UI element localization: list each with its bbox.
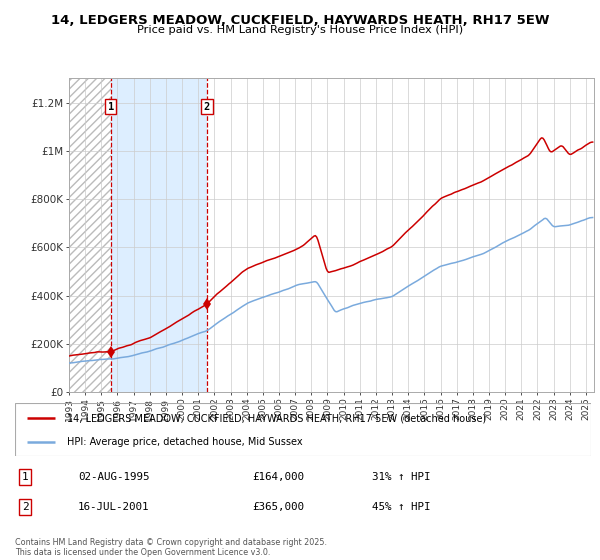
Text: Contains HM Land Registry data © Crown copyright and database right 2025.
This d: Contains HM Land Registry data © Crown c… <box>15 538 327 557</box>
Text: £365,000: £365,000 <box>252 502 304 512</box>
Bar <box>69 78 111 392</box>
Text: 1: 1 <box>22 472 29 482</box>
Text: Price paid vs. HM Land Registry's House Price Index (HPI): Price paid vs. HM Land Registry's House … <box>137 25 463 35</box>
Text: 16-JUL-2001: 16-JUL-2001 <box>78 502 149 512</box>
Text: 2: 2 <box>204 101 210 111</box>
Text: 45% ↑ HPI: 45% ↑ HPI <box>372 502 431 512</box>
Text: 14, LEDGERS MEADOW, CUCKFIELD, HAYWARDS HEATH, RH17 5EW (detached house): 14, LEDGERS MEADOW, CUCKFIELD, HAYWARDS … <box>67 413 486 423</box>
Text: 1: 1 <box>107 101 114 111</box>
Text: £164,000: £164,000 <box>252 472 304 482</box>
Text: 14, LEDGERS MEADOW, CUCKFIELD, HAYWARDS HEATH, RH17 5EW: 14, LEDGERS MEADOW, CUCKFIELD, HAYWARDS … <box>51 14 549 27</box>
Text: HPI: Average price, detached house, Mid Sussex: HPI: Average price, detached house, Mid … <box>67 436 302 446</box>
Text: 2: 2 <box>22 502 29 512</box>
Bar <box>111 78 207 392</box>
Text: 31% ↑ HPI: 31% ↑ HPI <box>372 472 431 482</box>
Text: 02-AUG-1995: 02-AUG-1995 <box>78 472 149 482</box>
